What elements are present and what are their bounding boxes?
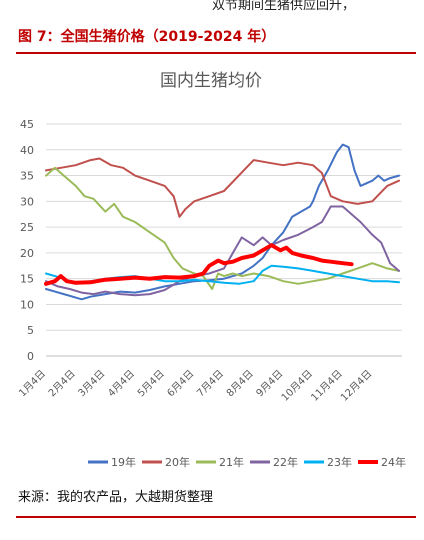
body-text-fragment: 双节期间生猪供应回升， xyxy=(212,0,356,13)
legend-label: 20年 xyxy=(165,455,190,469)
x-tick-label: 6月4日 xyxy=(165,368,197,400)
y-tick-label: 30 xyxy=(20,195,34,208)
x-tick-label: 5月4日 xyxy=(135,368,167,400)
x-tick-label: 1月4日 xyxy=(16,368,48,400)
y-tick-label: 40 xyxy=(20,144,34,157)
legend-label: 24年 xyxy=(381,455,406,469)
y-tick-label: 15 xyxy=(20,273,34,286)
y-tick-label: 0 xyxy=(27,350,34,363)
legend-label: 22年 xyxy=(273,455,298,469)
y-tick-label: 35 xyxy=(20,170,34,183)
series-line xyxy=(45,157,400,218)
chart-series xyxy=(44,143,400,301)
y-tick-label: 20 xyxy=(20,247,34,260)
chart-svg: 国内生猪均价 0 5 10 15 20 25 30 35 40 45 1月4日2月4日3月4日4月… xyxy=(16,71,406,469)
x-tick-label: 11月4日 xyxy=(309,368,345,404)
series-line xyxy=(45,166,400,290)
series-line xyxy=(45,205,400,297)
x-tick-label: 12月4日 xyxy=(338,368,374,404)
top-divider xyxy=(16,52,416,54)
figure-title: 图 7：全国生猪价格（2019-2024 年） xyxy=(18,29,276,45)
x-tick-label: 10月4日 xyxy=(279,368,315,404)
x-tick-label: 7月4日 xyxy=(194,368,226,400)
series-line xyxy=(44,243,354,286)
legend-label: 19年 xyxy=(111,455,136,469)
chart-title: 国内生猪均价 xyxy=(160,71,262,91)
y-tick-label: 5 xyxy=(27,324,34,337)
series-line xyxy=(45,143,400,301)
legend-label: 23年 xyxy=(327,455,352,469)
y-axis: 0 5 10 15 20 25 30 35 40 45 xyxy=(20,118,34,363)
legend-label: 21年 xyxy=(219,455,244,469)
x-tick-label: 3月4日 xyxy=(76,368,108,400)
y-tick-label: 10 xyxy=(20,298,34,311)
y-tick-label: 45 xyxy=(20,118,34,131)
x-tick-label: 4月4日 xyxy=(105,368,137,400)
source-note: 来源：我的农产品，大越期货整理 xyxy=(18,490,214,505)
x-tick-label: 8月4日 xyxy=(224,368,256,400)
chart-legend: 19年 20年 21年 22年 23年 24年 xyxy=(88,455,406,469)
bottom-divider xyxy=(16,516,416,518)
x-axis: 1月4日2月4日3月4日4月4日5月4日6月4日7月4日8月4日9月4日10月4… xyxy=(16,368,374,404)
price-line-chart: 国内生猪均价 0 5 10 15 20 25 30 35 40 45 1月4日 2月4日 3月4日 4月… xyxy=(16,56,416,480)
x-tick-label: 2月4日 xyxy=(46,368,78,400)
y-tick-label: 25 xyxy=(20,221,34,234)
